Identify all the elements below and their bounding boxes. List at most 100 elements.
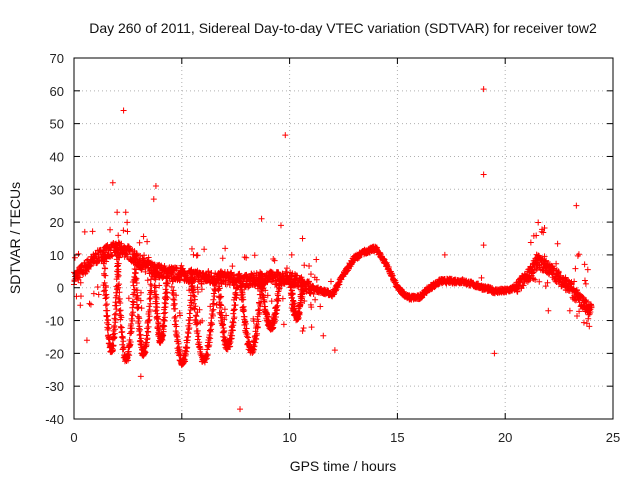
data-point [223,312,230,319]
data-point [240,308,247,315]
data-point [305,279,312,286]
data-point [279,273,286,280]
data-point [133,296,140,303]
data-point [254,285,261,292]
data-point [260,275,267,282]
data-point [127,338,134,345]
y-tick-label: -20 [45,346,64,361]
data-point [301,298,308,305]
data-point [262,287,269,294]
data-point [114,209,121,216]
data-point [237,278,244,285]
data-point [218,293,225,300]
data-point [565,277,572,284]
data-point [209,312,216,319]
data-point [89,228,96,235]
data-point [207,303,214,310]
x-tick-label: 5 [178,430,185,445]
data-point [87,301,94,308]
data-point [116,254,123,261]
data-point [190,292,197,299]
data-point [138,305,145,312]
data-point [538,228,545,235]
data-point [164,280,171,287]
data-point [188,274,195,281]
data-point [215,276,222,283]
data-point [221,306,228,313]
data-point [84,264,91,271]
data-point [194,284,201,291]
data-point [288,291,295,298]
data-point [231,314,238,321]
data-point [288,304,295,311]
data-point [129,298,136,305]
data-point [152,182,159,189]
data-point [202,277,209,284]
data-point [124,228,131,235]
data-point [142,349,149,356]
data-point [210,300,217,307]
data-point [102,265,109,272]
data-point [142,268,149,275]
data-point [192,317,199,324]
data-point [169,269,176,276]
data-point [566,307,573,314]
data-point [113,292,120,299]
data-point [169,278,176,285]
data-point [299,283,306,290]
data-point [258,215,265,222]
data-point [478,274,485,281]
data-point [280,321,287,328]
data-point [276,282,283,289]
data-point [118,314,125,321]
data-point [120,107,127,114]
data-point [230,276,237,283]
data-point [571,278,578,285]
data-point [107,226,114,233]
chart-title: Day 260 of 2011, Sidereal Day-to-day VTE… [89,20,597,36]
y-axis-label: SDTVAR / TECUs [7,182,23,294]
data-point [114,263,121,270]
data-point [195,333,202,340]
data-point [124,219,131,226]
x-tick-label: 20 [498,430,512,445]
data-point [104,326,111,333]
data-point [186,287,193,294]
data-point [193,321,200,328]
data-point [173,265,180,272]
grid [74,58,613,419]
data-point [101,251,108,258]
data-point [317,303,324,310]
data-point [152,293,159,300]
data-point [308,324,315,331]
data-point [161,323,168,330]
data-point [331,347,338,354]
data-point [172,305,179,312]
data-point [120,338,127,345]
data-point [133,262,140,269]
data-point [111,322,118,329]
data-point [530,232,537,239]
data-point [211,293,218,300]
data-point [229,263,236,270]
data-point [154,304,161,311]
data-point [191,306,198,313]
data-point [181,356,188,363]
data-point [110,333,117,340]
data-point [150,269,157,276]
data-point [105,253,112,260]
data-point [257,269,264,276]
data-point [129,278,136,285]
data-point [244,334,251,341]
data-point [105,335,112,342]
data-point [145,254,152,261]
data-point [71,254,78,261]
y-tick-label: 20 [50,215,64,230]
data-point [541,224,548,231]
data-point [201,246,208,253]
data-point [210,306,217,313]
data-point [251,281,258,288]
data-point [327,278,334,285]
data-point [301,262,308,269]
ticks: 0 5 10 15 20 25 -40 -30 -20 -10 0 10 20 30 40 50 60 70 [45,51,620,445]
